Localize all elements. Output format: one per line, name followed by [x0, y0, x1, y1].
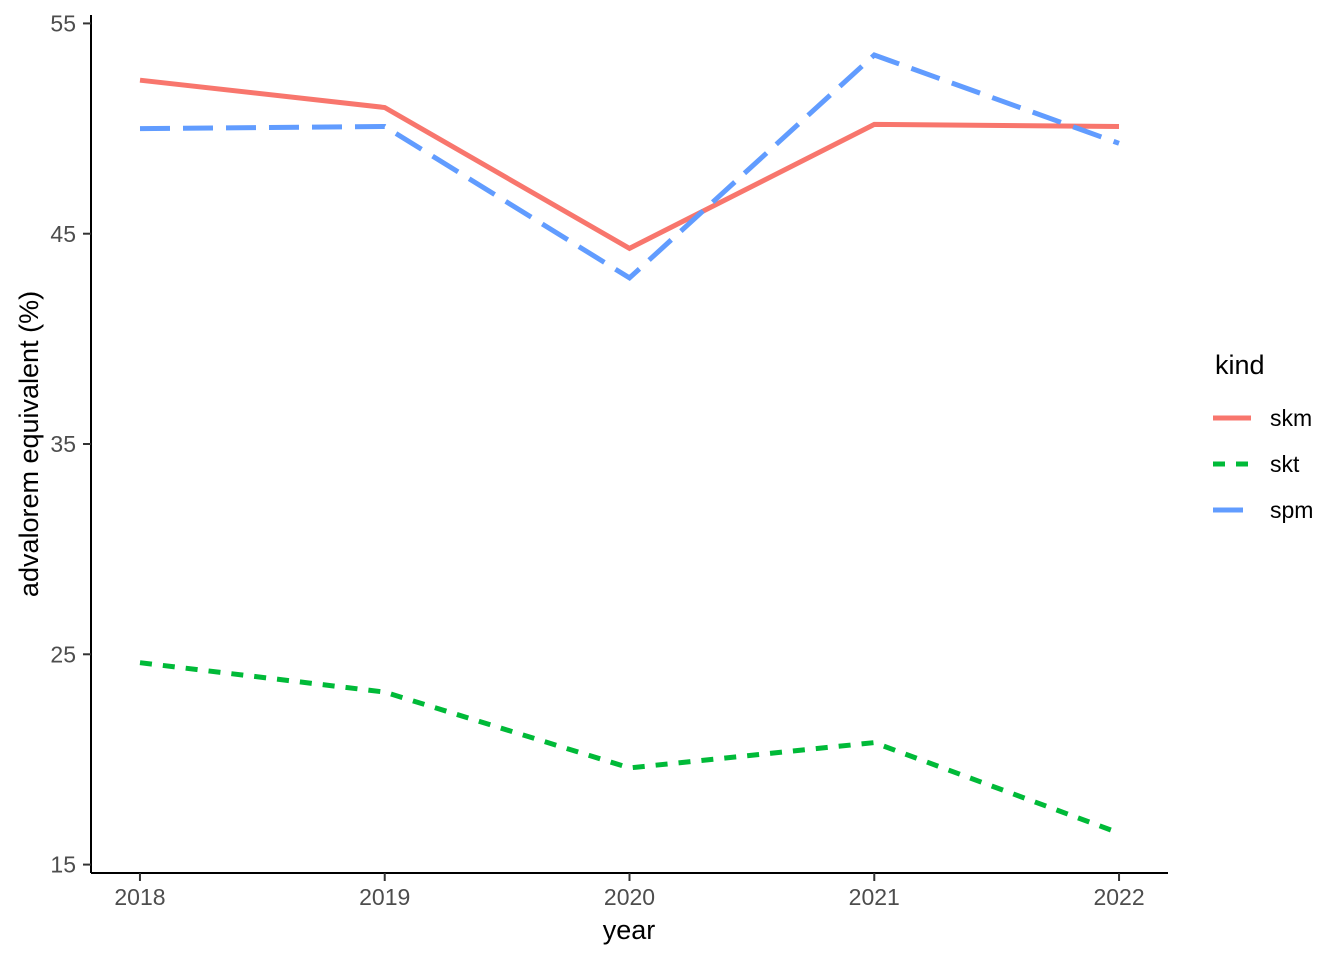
- legend-item-skt: skt: [1213, 441, 1338, 487]
- legend-label-skt: skt: [1270, 450, 1300, 477]
- x-axis-ticks: 2018 2019 2020 2021 2022: [114, 873, 1145, 910]
- legend-label-skm: skm: [1270, 404, 1313, 431]
- y-axis-ticks: 15 25 35 45 55: [50, 10, 91, 878]
- legend-item-spm: spm: [1213, 487, 1338, 533]
- y-axis-title: advalorem equivalent (%): [14, 291, 44, 597]
- legend-item-skm: skm: [1213, 395, 1338, 441]
- y-tick-label: 25: [50, 641, 76, 667]
- x-tick-label: 2020: [604, 884, 655, 910]
- legend-title: kind: [1215, 350, 1265, 380]
- y-tick-label: 15: [50, 852, 76, 878]
- legend: kind skm skt spm: [1213, 350, 1338, 533]
- series-line-skm: [139, 77, 1120, 252]
- y-tick-label: 35: [50, 431, 76, 457]
- legend-key-line-skm: [1213, 415, 1251, 421]
- legend-label-spm: spm: [1270, 496, 1314, 523]
- legend-key-line-spm: [1213, 507, 1251, 513]
- axes: [90, 15, 1168, 874]
- series-line-spm: [139, 52, 1120, 282]
- legend-items: skm skt spm: [1213, 395, 1338, 533]
- x-tick-label: 2021: [849, 884, 900, 910]
- x-tick-label: 2019: [359, 884, 410, 910]
- x-axis-title: year: [603, 915, 656, 945]
- series-lines: [139, 52, 1120, 836]
- x-tick-label: 2018: [114, 884, 165, 910]
- x-tick-label: 2022: [1093, 884, 1144, 910]
- legend-key-line-skt: [1213, 461, 1251, 467]
- y-tick-label: 55: [50, 10, 76, 36]
- y-tick-label: 45: [50, 221, 76, 247]
- series-line-skt: [139, 660, 1120, 836]
